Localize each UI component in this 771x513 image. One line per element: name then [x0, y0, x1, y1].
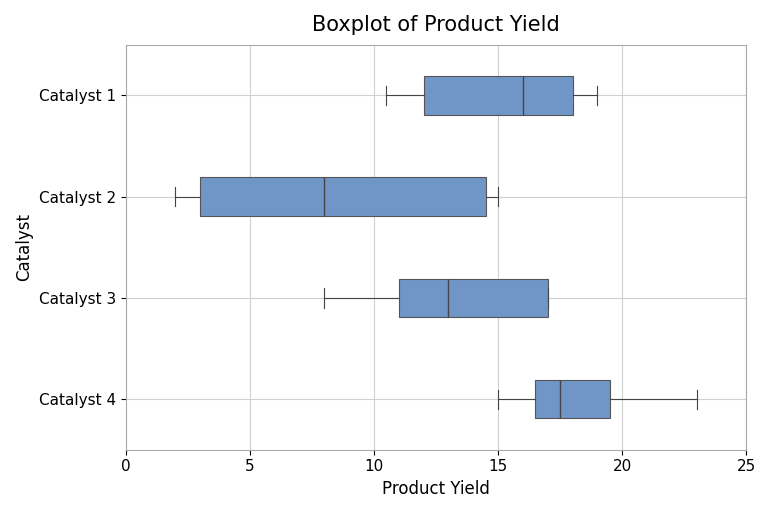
- Y-axis label: Catalyst: Catalyst: [15, 213, 33, 281]
- PathPatch shape: [423, 76, 573, 115]
- PathPatch shape: [535, 380, 610, 418]
- X-axis label: Product Yield: Product Yield: [382, 480, 490, 498]
- PathPatch shape: [200, 177, 486, 216]
- Title: Boxplot of Product Yield: Boxplot of Product Yield: [312, 15, 560, 35]
- PathPatch shape: [399, 279, 547, 317]
